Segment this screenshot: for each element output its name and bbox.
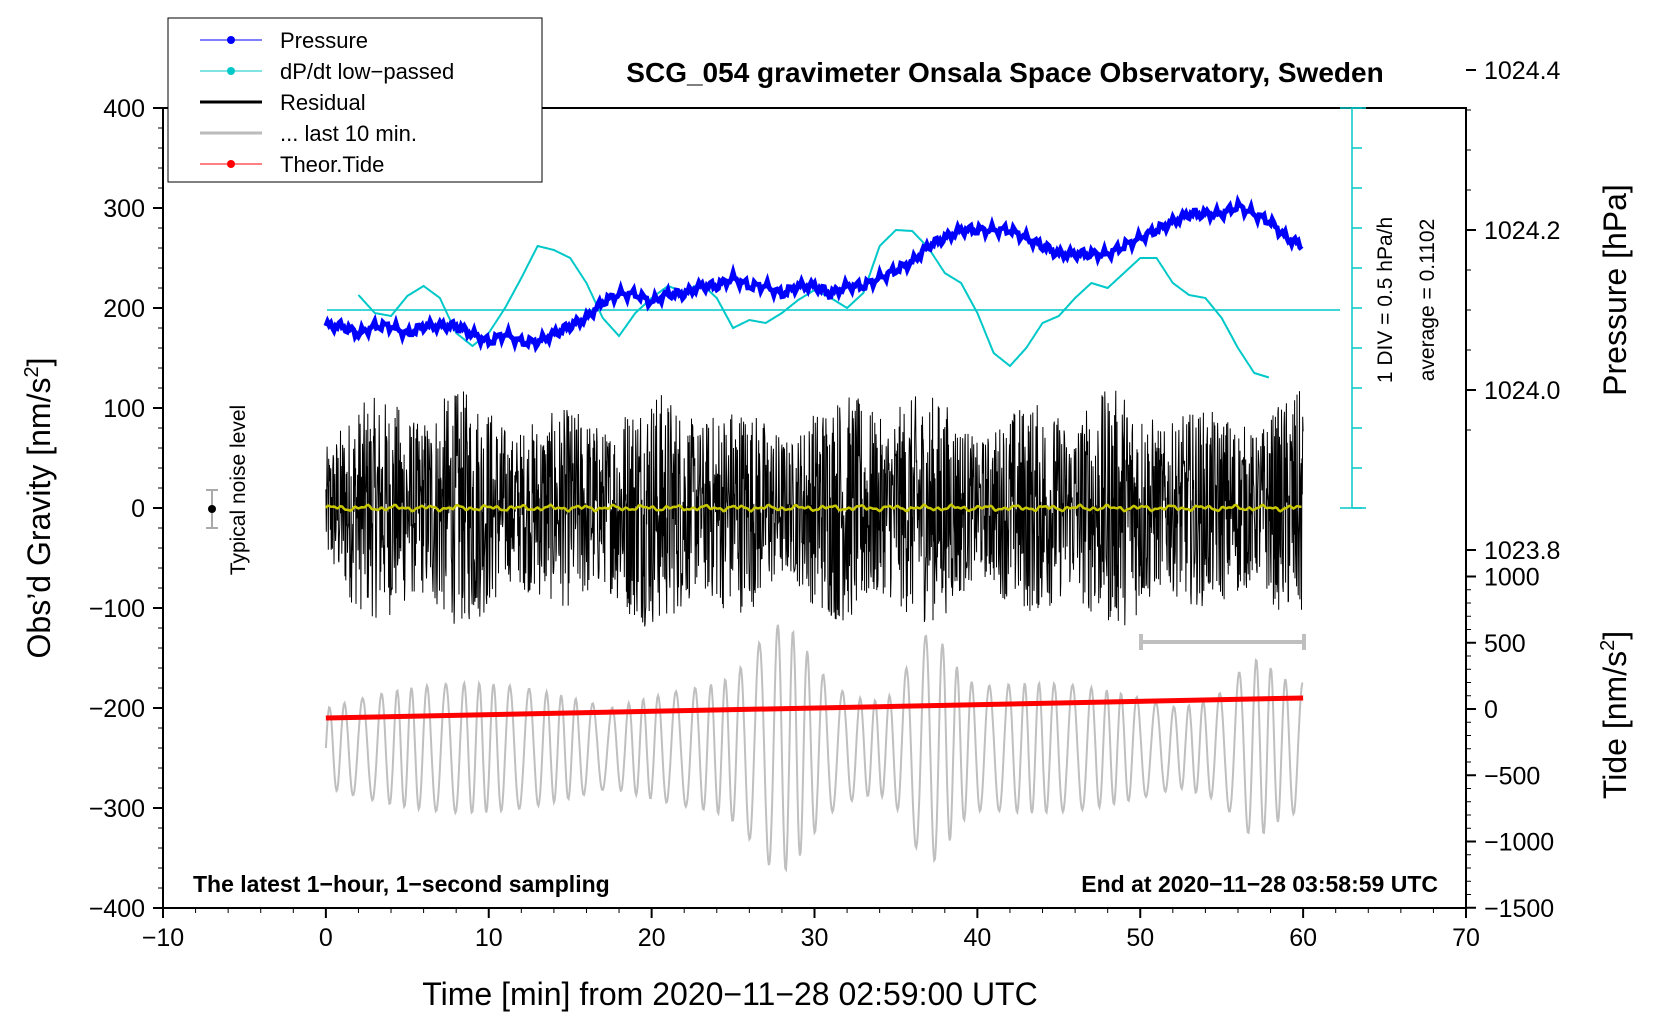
- legend-label: Pressure: [280, 28, 368, 53]
- chart-title: SCG_054 gravimeter Onsala Space Observat…: [626, 57, 1383, 88]
- y-tick-label: 200: [103, 295, 145, 323]
- legend-marker: [227, 67, 235, 75]
- dpdt-line: [357, 228, 1270, 379]
- x-tick-label: 20: [638, 924, 666, 952]
- filtered-residual-line: [324, 503, 1302, 513]
- legend-label: ... last 10 min.: [280, 121, 417, 146]
- tide-axis-label: Tide [nm/s2]: [1597, 631, 1633, 799]
- y-tick-label: 0: [131, 495, 145, 523]
- pressure-tick-label: 1023.8: [1484, 537, 1560, 565]
- y-tick-label: 100: [103, 395, 145, 423]
- end-time-note: End at 2020−11−28 03:58:59 UTC: [1081, 871, 1438, 897]
- x-tick-label: 40: [963, 924, 991, 952]
- y-tick-label: −400: [89, 895, 145, 923]
- y-tick-label: 400: [103, 95, 145, 123]
- y-tick-label: −300: [89, 795, 145, 823]
- last-10-min-bracket: [1139, 634, 1306, 650]
- legend: Pressure dP/dt low−passed Residual ... last…: [167, 17, 543, 183]
- x-tick-label: 0: [319, 924, 333, 952]
- x-tick-label: −10: [142, 924, 184, 952]
- residual-line: [325, 390, 1304, 627]
- pressure-tick-label: 1024.0: [1484, 377, 1560, 405]
- pressure-axis-label: Pressure [hPa]: [1597, 184, 1633, 396]
- x-tick-label: 10: [475, 924, 503, 952]
- legend-label: Theor.Tide: [280, 152, 384, 177]
- pressure-line: [323, 193, 1304, 354]
- tide-tick-label: 1000: [1484, 564, 1540, 592]
- y-axis-ticks: 400 300 200 100 0 −100 −200 −300 −400: [89, 95, 163, 923]
- noise-level-marker: [206, 489, 218, 529]
- tide-tick-label: 500: [1484, 630, 1526, 658]
- tide-axis-ticks: 1000 500 0 −500 −1000 −1500: [1466, 564, 1554, 923]
- div-label: 1 DIV = 0.5 hPa/h: [1374, 217, 1397, 383]
- y-axis-label: Obs’d Gravity [nm/s2]: [21, 358, 57, 659]
- legend-marker: [227, 160, 235, 168]
- tide-tick-label: −1000: [1484, 829, 1554, 857]
- x-tick-label: 30: [801, 924, 829, 952]
- legend-label: Residual: [280, 90, 366, 115]
- y-tick-label: −200: [89, 695, 145, 723]
- dpdt-scale-ticks: [1352, 107, 1362, 509]
- sampling-note: The latest 1−hour, 1−second sampling: [193, 871, 610, 897]
- x-axis-label: Time [min] from 2020−11−28 02:59:00 UTC: [422, 976, 1037, 1012]
- x-tick-label: 60: [1289, 924, 1317, 952]
- tide-tick-label: −500: [1484, 762, 1540, 790]
- legend-label: dP/dt low−passed: [280, 59, 454, 84]
- pressure-axis-ticks: 1024.4 1024.2 1024.0 1023.8: [1466, 57, 1561, 565]
- tide-tick-label: 0: [1484, 696, 1498, 724]
- x-axis-ticks: −10 0 10 20 30 40 50 60 70: [142, 908, 1480, 952]
- average-label: average = 0.1102: [1416, 219, 1439, 382]
- legend-marker: [227, 36, 235, 44]
- x-tick-label: 70: [1452, 924, 1480, 952]
- y-tick-label: 300: [103, 195, 145, 223]
- theor-tide-line: [325, 695, 1304, 721]
- last-10-min-residual-line: [324, 624, 1304, 873]
- noise-level-label: Typical noise level: [227, 405, 250, 575]
- pressure-tick-label: 1024.4: [1484, 57, 1561, 85]
- tide-tick-label: −1500: [1484, 895, 1554, 923]
- x-tick-label: 50: [1126, 924, 1154, 952]
- pressure-tick-label: 1024.2: [1484, 217, 1560, 245]
- y-tick-label: −100: [89, 595, 145, 623]
